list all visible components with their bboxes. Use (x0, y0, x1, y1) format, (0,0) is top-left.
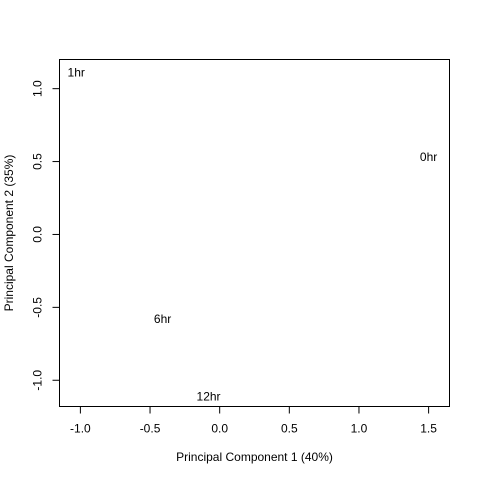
x-tick-label: 0.5 (281, 422, 298, 436)
x-tick-label: 1.0 (351, 422, 368, 436)
point-label-12hr: 12hr (197, 389, 221, 403)
x-tick-label: -0.5 (140, 422, 161, 436)
y-tick-label: -1.0 (31, 370, 45, 391)
point-label-0hr: 0hr (420, 150, 437, 164)
x-tick-label: 1.5 (420, 422, 437, 436)
y-tick-label: 0.0 (31, 226, 45, 243)
y-tick-label: 0.5 (31, 153, 45, 170)
x-axis-ticks: -1.0 -0.5 0.0 0.5 1.0 1.5 (70, 406, 437, 436)
x-tick-label: -1.0 (70, 422, 91, 436)
x-tick-label: 0.0 (211, 422, 228, 436)
y-axis-ticks: -1.0 -0.5 0.0 0.5 1.0 (31, 80, 60, 391)
x-axis-title: Principal Component 1 (40%) (176, 450, 333, 464)
point-label-1hr: 1hr (68, 66, 85, 80)
y-tick-label: 1.0 (31, 80, 45, 97)
plot-frame (59, 59, 450, 407)
point-label-6hr: 6hr (154, 312, 171, 326)
y-tick-label: -0.5 (31, 297, 45, 318)
data-point-labels: 0hr 1hr 6hr 12hr (68, 66, 438, 404)
y-axis-title: Principal Component 2 (35%) (2, 155, 16, 312)
